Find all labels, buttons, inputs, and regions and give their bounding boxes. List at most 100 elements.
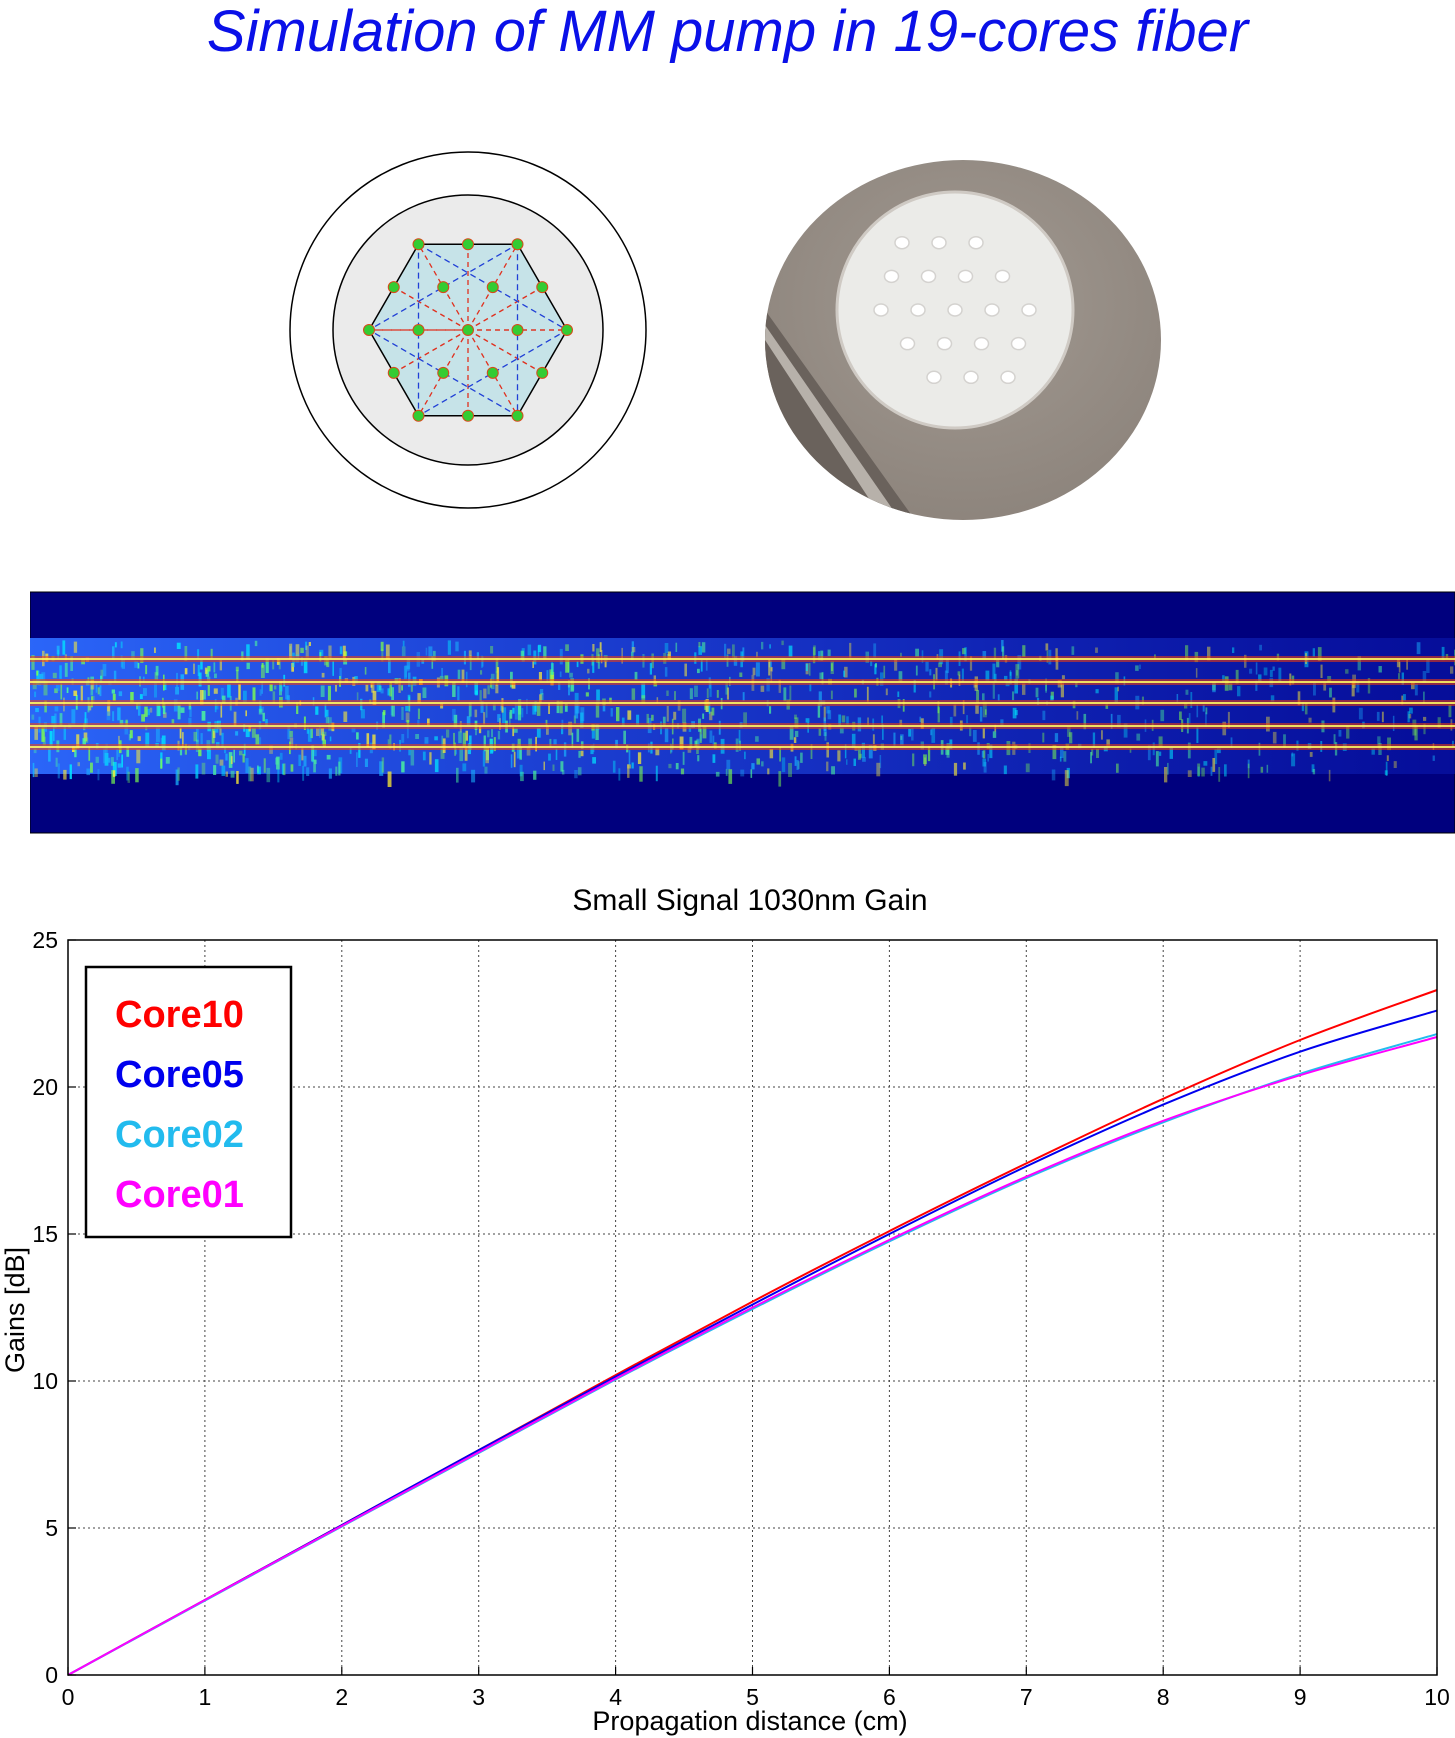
speckle-mark [1407,711,1410,723]
speckle-mark [398,678,401,693]
speckle-mark [532,661,534,668]
speckle-mark [342,645,346,659]
facet-core-spot [1000,370,1016,385]
speckle-mark [1416,642,1421,655]
speckle-mark [69,764,72,780]
speckle-mark [870,660,873,667]
speckle-mark [83,732,88,742]
speckle-mark [1311,764,1315,773]
speckle-mark [537,645,540,660]
speckle-mark [118,691,123,697]
speckle-mark [230,756,233,764]
speckle-mark [553,739,557,745]
speckle-mark [962,648,966,655]
speckle-mark [366,733,370,748]
speckle-mark [569,672,573,678]
speckle-mark [214,673,217,679]
y-tick-label: 25 [32,927,58,953]
speckle-mark [540,693,544,701]
speckle-mark [610,708,613,717]
speckle-mark [794,756,797,766]
speckle-mark [1237,686,1241,697]
speckle-mark [708,701,711,714]
speckle-mark [675,763,679,770]
speckle-mark [634,671,638,680]
speckle-mark [1187,742,1191,759]
speckle-mark [1387,737,1391,751]
speckle-mark [137,662,140,669]
speckle-mark [269,684,273,692]
speckle-mark [830,661,834,674]
speckle-mark [800,752,803,763]
speckle-mark [60,683,63,700]
speckle-mark [824,732,827,741]
speckle-mark [915,648,919,657]
speckle-mark [227,684,231,698]
speckle-mark [725,768,728,776]
speckle-mark [177,704,181,720]
speckle-mark [491,729,493,738]
speckle-mark [1123,723,1128,738]
speckle-mark [462,763,467,772]
chart-ticks: 0 1 2 3 4 5 6 7 8 9 10 0 5 10 15 20 25 [32,927,1449,1710]
speckle-mark [1000,719,1004,726]
speckle-mark [1309,752,1313,757]
speckle-mark [1329,687,1332,698]
speckle-mark [595,701,600,718]
speckle-mark [39,673,44,680]
speckle-mark [54,713,57,729]
speckle-mark [574,703,579,719]
speckle-mark [664,727,669,743]
speckle-mark [422,687,427,698]
speckle-mark [518,705,522,721]
page-title: Simulation of MM pump in 19-cores fiber [206,0,1249,64]
speckle-mark [441,668,443,678]
speckle-mark [188,717,192,727]
core-dot [412,238,425,251]
speckle-mark [781,640,784,646]
speckle-mark [969,727,972,737]
speckle-mark [709,680,712,697]
core-dot [462,409,474,422]
speckle-mark [827,649,831,657]
speckle-mark [1367,678,1371,694]
speckle-mark [1069,732,1073,744]
speckle-mark [805,663,808,671]
speckle-mark [679,736,684,750]
speckle-mark [1272,731,1277,744]
speckle-mark [631,647,636,653]
speckle-mark [810,744,813,759]
speckle-mark [788,763,792,777]
speckle-mark [514,703,518,720]
legend-box [84,965,293,1239]
speckle-mark [245,728,250,738]
y-tick-label: 0 [45,1662,58,1688]
speckle-mark [1217,748,1221,754]
speckle-mark [796,760,799,770]
speckle-mark [434,736,438,741]
speckle-mark [1218,767,1221,782]
speckle-mark [512,707,515,714]
speckle-mark [53,725,55,742]
speckle-mark [1135,665,1139,671]
speckle-mark [59,713,63,726]
speckle-mark [154,647,156,653]
speckle-mark [82,738,86,745]
speckle-mark [496,667,500,683]
speckle-mark [225,753,228,761]
speckle-mark [627,710,632,720]
speckle-mark [1095,647,1098,653]
speckle-mark [57,649,59,659]
speckle-mark [808,662,811,676]
speckle-mark [1207,646,1211,661]
speckle-mark [1312,769,1316,775]
speckle-mark [138,702,141,716]
speckle-mark [1022,683,1026,695]
speckle-mark [34,768,38,777]
speckle-mark [838,714,841,727]
speckle-mark [31,714,35,720]
speckle-mark [328,645,332,659]
speckle-mark [666,705,669,722]
speckle-mark [487,685,490,695]
speckle-mark [478,726,482,734]
